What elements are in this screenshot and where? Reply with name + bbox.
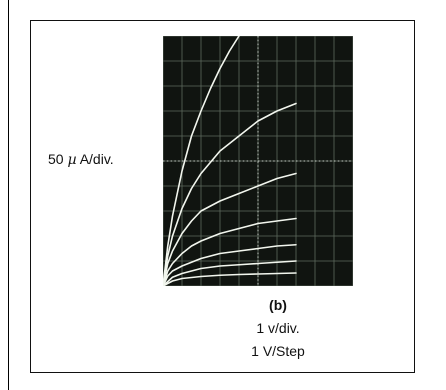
trace-curve-5	[163, 243, 297, 286]
page-edge-rule	[8, 0, 9, 390]
micro-symbol: µ	[67, 152, 77, 168]
trace-curve-7	[163, 272, 297, 286]
trace-curve-4	[163, 217, 297, 286]
trace-curve-6	[163, 260, 297, 286]
oscilloscope-plot	[163, 36, 353, 286]
trace-curve-2	[163, 102, 297, 286]
trace-curve-1	[163, 36, 240, 286]
trace-curve-3	[163, 172, 297, 286]
step-label: 1 V/Step	[251, 343, 305, 359]
x-scale-label: 1 v/div.	[256, 320, 300, 336]
scope-traces	[163, 36, 297, 286]
y-axis-label: 50 µ A/div.	[48, 151, 114, 168]
chart-title: (b)	[269, 297, 287, 313]
